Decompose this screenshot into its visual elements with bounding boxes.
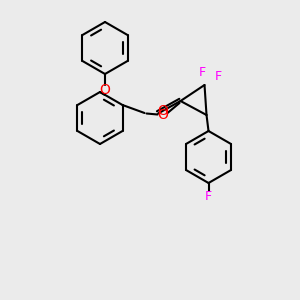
Text: F: F bbox=[215, 70, 222, 83]
Text: O: O bbox=[100, 83, 110, 97]
Text: F: F bbox=[205, 190, 212, 202]
Text: F: F bbox=[199, 67, 206, 80]
Text: O: O bbox=[157, 104, 168, 118]
Text: O: O bbox=[157, 108, 168, 122]
